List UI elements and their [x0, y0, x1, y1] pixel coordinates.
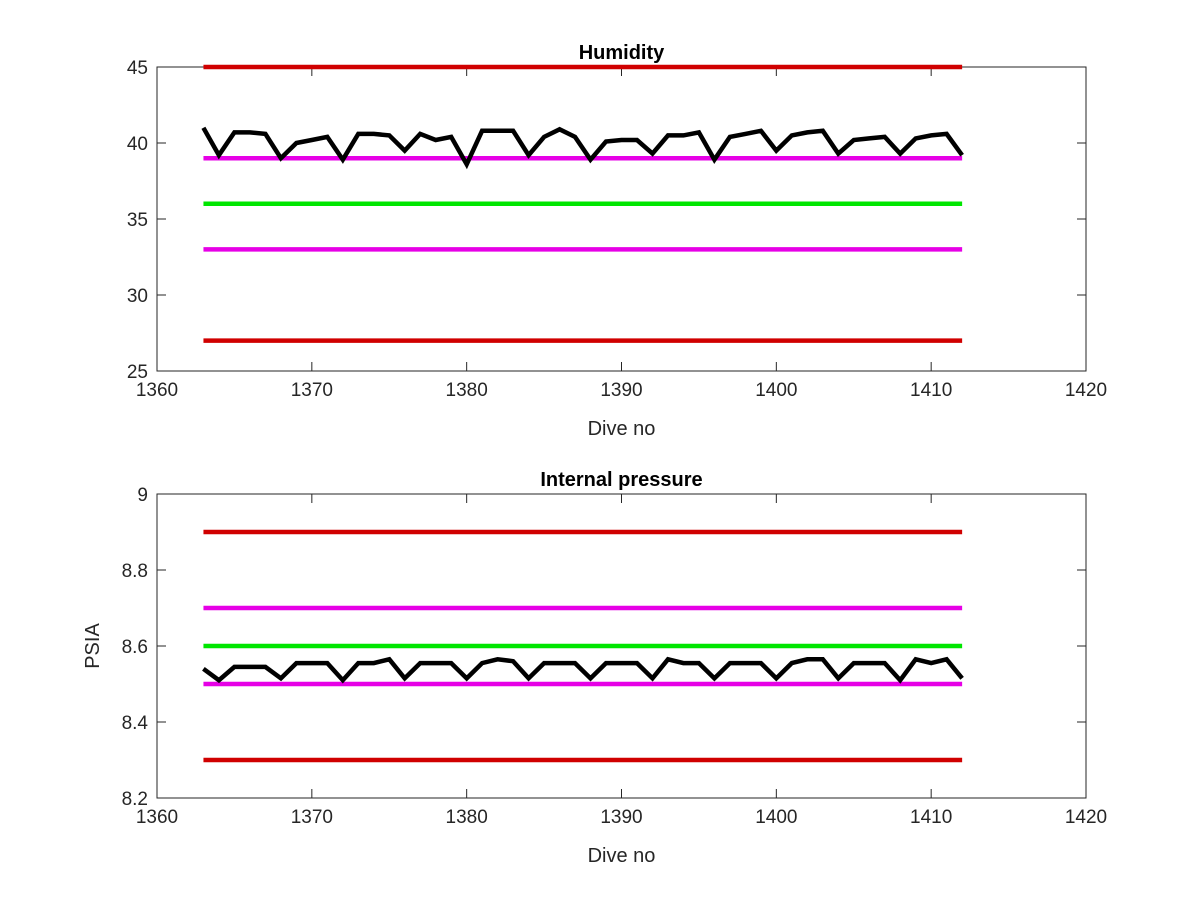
y-tick-label: 40	[127, 134, 148, 155]
x-tick-label: 1370	[291, 380, 333, 401]
data-series-line-1	[202, 656, 964, 684]
y-axis-label: PSIA	[82, 623, 104, 669]
x-tick-label: 1380	[446, 380, 488, 401]
x-tick-label: 1390	[600, 807, 642, 828]
x-tick-label: 1420	[1065, 807, 1107, 828]
x-tick-label: 1390	[600, 380, 642, 401]
x-axis-label: Dive no	[588, 845, 656, 867]
x-axis-label: Dive no	[588, 418, 656, 440]
y-tick-label: 8.8	[122, 561, 148, 582]
data-series-line-1	[201, 126, 964, 170]
y-tick-label: 35	[127, 210, 148, 231]
y-tick-label: 25	[127, 362, 148, 383]
x-tick-label: 1420	[1065, 380, 1107, 401]
y-tick-label: 8.2	[122, 789, 148, 810]
y-tick-label: 30	[127, 286, 148, 307]
chart-title: Humidity	[579, 42, 665, 64]
y-tick-label: 9	[137, 485, 148, 506]
x-tick-label: 1370	[291, 807, 333, 828]
chart-title: Internal pressure	[540, 469, 702, 491]
x-tick-label: 1410	[910, 807, 952, 828]
y-tick-label: 45	[127, 58, 148, 79]
plot-area	[156, 66, 1087, 372]
chart-panel-2: 1360 1370 1380 1390 1400 1410 1420 8.2 8.4 8.6 8.8…	[82, 469, 1107, 867]
x-tick-label: 1380	[446, 807, 488, 828]
x-tick-label: 1360	[136, 807, 178, 828]
y-tick-label: 8.4	[122, 713, 149, 734]
chart-panel-1: 1360 1370 1380 1390 1400 1410 1420 25 30 35 40 45 Hu…	[127, 42, 1107, 440]
x-tick-label: 1360	[136, 380, 178, 401]
x-tick-label: 1400	[755, 380, 797, 401]
y-tick-label: 8.6	[122, 637, 148, 658]
x-tick-label: 1410	[910, 380, 952, 401]
x-tick-label: 1400	[755, 807, 797, 828]
